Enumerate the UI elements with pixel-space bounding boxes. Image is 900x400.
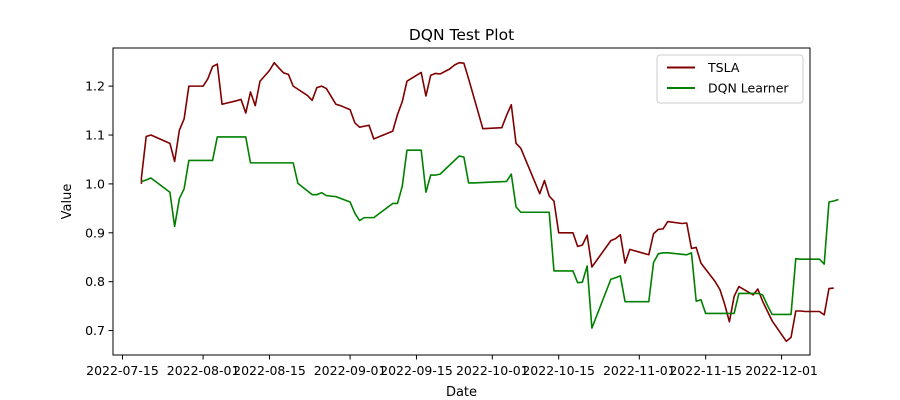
y-axis-title: Value <box>60 184 75 220</box>
x-tick-label: 2022-07-15 <box>86 363 159 378</box>
legend: TSLA DQN Learner <box>656 54 804 104</box>
series-line-dqn-learner <box>141 136 839 329</box>
chart-title: DQN Test Plot <box>409 26 514 44</box>
x-tick-label: 2022-11-15 <box>669 363 742 378</box>
legend-label-dqn-learner: DQN Learner <box>708 81 789 96</box>
y-tick-label: 1.0 <box>85 176 105 191</box>
y-tick-label: 0.9 <box>85 225 105 240</box>
x-axis-title: Date <box>446 385 477 400</box>
y-tick-label: 0.7 <box>85 323 105 338</box>
x-tick-label: 2022-09-15 <box>380 363 453 378</box>
y-tick-label: 1.1 <box>85 128 105 143</box>
y-tick-label: 0.8 <box>85 274 105 289</box>
x-tick-label: 2022-10-01 <box>456 363 529 378</box>
x-tick-label: 2022-09-01 <box>314 363 387 378</box>
x-tick-label: 2022-10-15 <box>522 363 595 378</box>
plot-area-frame <box>112 47 811 356</box>
legend-label-tsla: TSLA <box>707 60 740 75</box>
x-tick-label: 2022-12-01 <box>745 363 818 378</box>
y-axis: 0.7 0.8 0.9 1.0 1.1 1.2 <box>85 79 113 338</box>
series-line-tsla <box>140 61 834 343</box>
series-layer <box>140 61 839 343</box>
x-tick-label: 2022-08-01 <box>167 363 240 378</box>
y-tick-label: 1.2 <box>85 79 105 94</box>
x-tick-label: 2022-08-15 <box>233 363 306 378</box>
x-tick-label: 2022-11-01 <box>603 363 676 378</box>
